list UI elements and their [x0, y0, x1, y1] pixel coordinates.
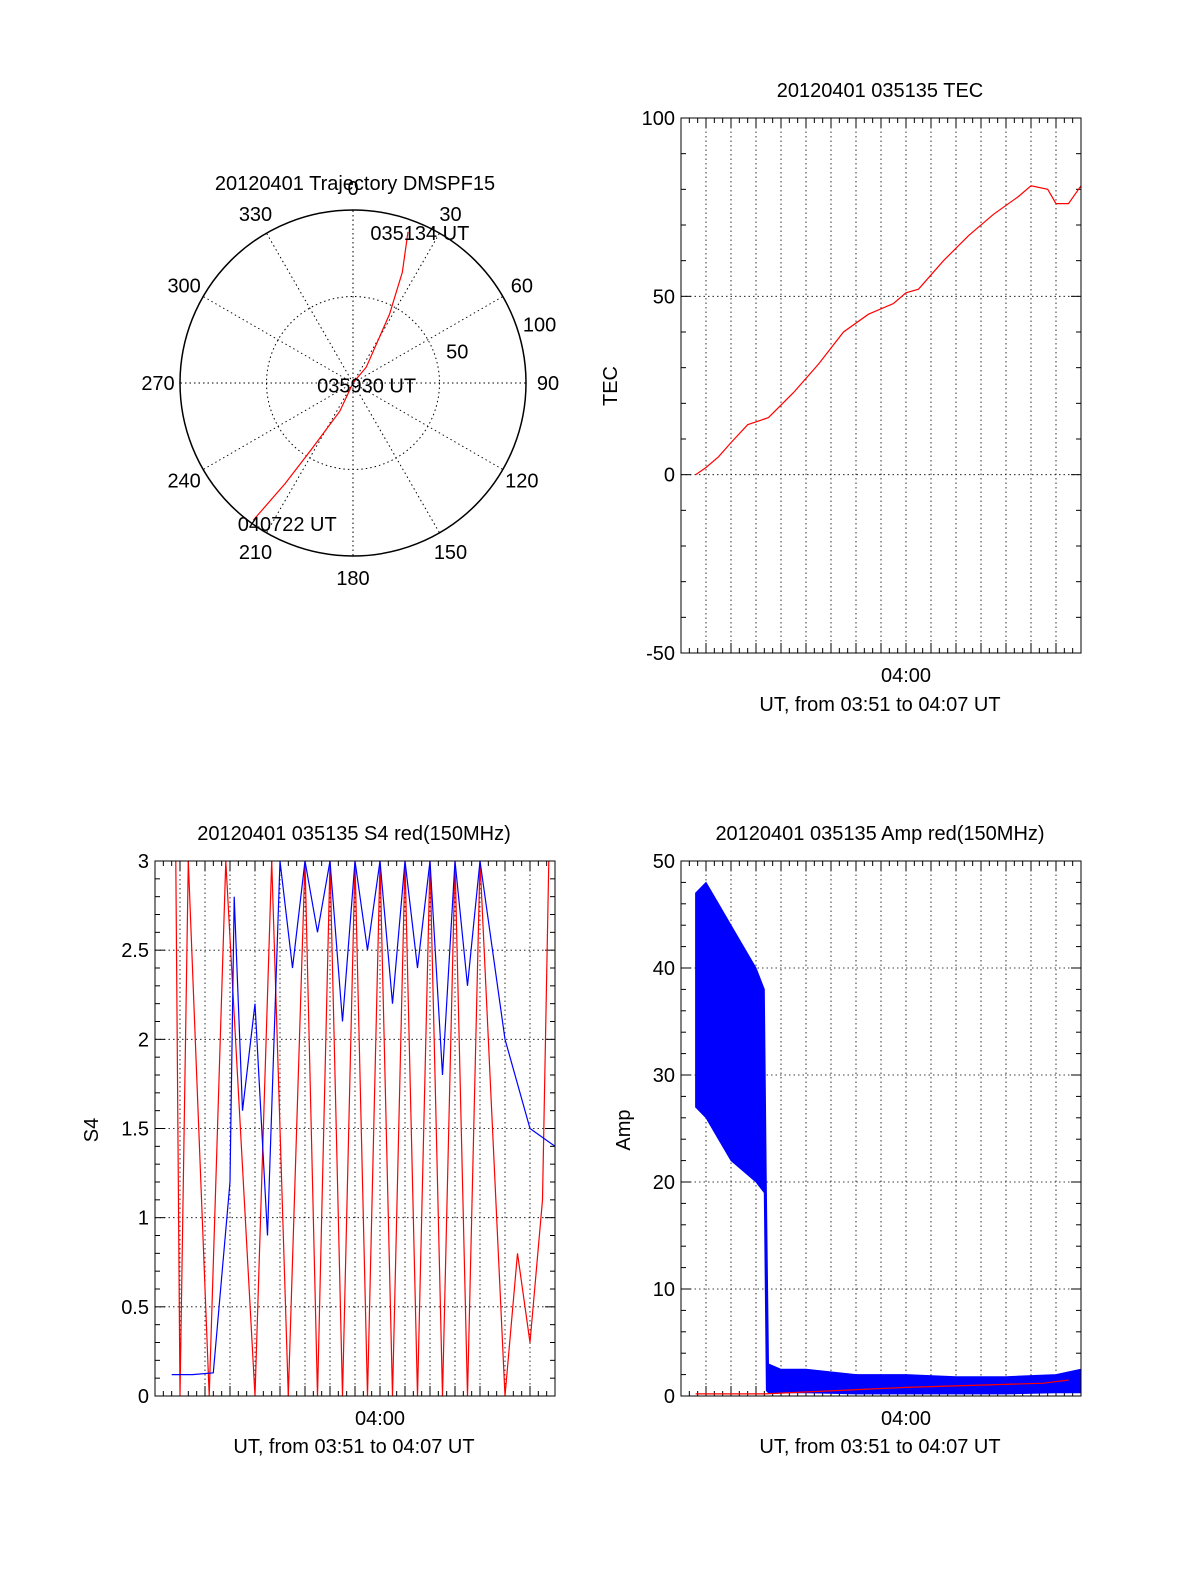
x-tick-label: 04:00	[355, 1408, 405, 1430]
y-tick-label: 20	[653, 1172, 675, 1194]
tec-ylabel: TEC	[600, 366, 622, 406]
s4-xlabel: UT, from 03:51 to 04:07 UT	[233, 1436, 474, 1458]
polar-angle-label: 150	[434, 542, 467, 564]
polar-trajectory-line	[252, 231, 409, 521]
y-tick-label: 0.5	[121, 1297, 149, 1319]
polar-time-annotation: 035134 UT	[370, 223, 469, 245]
polar-grid-spoke	[352, 296, 504, 384]
y-tick-label: 40	[653, 958, 675, 980]
polar-grid-spoke	[202, 382, 354, 470]
amp-ylabel: Amp	[613, 1109, 635, 1150]
series-envelope	[695, 881, 1082, 1395]
polar-grid-spoke	[202, 296, 354, 384]
y-tick-label: 3	[138, 851, 149, 873]
polar-angle-label: 0	[347, 178, 358, 200]
amp-xlabel: UT, from 03:51 to 04:07 UT	[759, 1436, 1000, 1458]
tec-xlabel: UT, from 03:51 to 04:07 UT	[759, 694, 1000, 716]
polar-time-annotation: 035930 UT	[317, 375, 416, 397]
x-tick-label: 04:00	[881, 1408, 931, 1430]
polar-annotations: 035134 UT 035930 UT 040722 UT	[238, 223, 470, 536]
polar-angle-label: 270	[141, 373, 174, 395]
polar-grid-spoke	[266, 232, 354, 384]
s4-ylabel: S4	[81, 1118, 103, 1142]
y-tick-label: 2	[138, 1029, 149, 1051]
series-line	[695, 1379, 1069, 1395]
tec-chart: 20120401 035135 TEC TEC UT, from 03:51 t…	[600, 80, 1082, 716]
s4-frame	[154, 860, 556, 1397]
y-tick-label: 1	[138, 1208, 149, 1230]
polar-angle-label: 210	[239, 542, 272, 564]
tec-ticks: -50 0 50 100 04:00	[642, 108, 1081, 687]
s4-chart: 20120401 035135 S4 red(150MHz) S4 UT, fr…	[81, 823, 556, 1458]
polar-radial-labels: 50 100	[446, 315, 556, 364]
polar-angle-label: 240	[167, 471, 200, 493]
polar-grid-spoke	[266, 382, 354, 534]
y-tick-label: 0	[664, 1386, 675, 1408]
polar-time-annotation: 040722 UT	[238, 514, 337, 536]
polar-angle-labels: 0 30 60 90 120 150 180 210 240 270 300 330	[141, 178, 559, 590]
tec-title: 20120401 035135 TEC	[777, 80, 983, 102]
amp-chart: 20120401 035135 Amp red(150MHz) Amp UT, …	[613, 823, 1082, 1458]
amp-frame	[680, 860, 1082, 1397]
polar-angle-label: 60	[511, 276, 533, 298]
y-tick-label: 30	[653, 1065, 675, 1087]
y-tick-label: 50	[653, 286, 675, 308]
series-line	[695, 185, 1082, 476]
y-tick-label: 0	[664, 465, 675, 487]
tec-frame	[680, 117, 1082, 654]
amp-title: 20120401 035135 Amp red(150MHz)	[715, 823, 1044, 845]
tec-grid	[681, 118, 1081, 653]
polar-angle-label: 300	[167, 276, 200, 298]
y-tick-label: 10	[653, 1279, 675, 1301]
polar-grid-spoke	[352, 382, 440, 534]
y-tick-label: -50	[646, 643, 675, 665]
y-tick-label: 1.5	[121, 1119, 149, 1141]
polar-angle-label: 330	[239, 204, 272, 226]
polar-angle-label: 30	[439, 204, 461, 226]
polar-radial-label: 100	[523, 315, 556, 337]
amp-plot	[695, 881, 1082, 1395]
polar-title: 20120401 Trajectory DMSPF15	[215, 173, 495, 195]
polar-angle-label: 180	[336, 568, 369, 590]
y-tick-label: 0	[138, 1386, 149, 1408]
s4-plot	[171, 860, 556, 1397]
polar-grid	[179, 209, 527, 557]
polar-series	[252, 231, 409, 521]
polar-outer-circle	[179, 209, 527, 557]
y-tick-label: 50	[653, 851, 675, 873]
y-tick-label: 2.5	[121, 940, 149, 962]
polar-grid-spoke	[352, 382, 504, 470]
s4-title: 20120401 035135 S4 red(150MHz)	[197, 823, 511, 845]
s4-ticks: 0 0.5 1 1.5 2 2.5 3 04:00	[121, 851, 555, 1430]
polar-angle-label: 120	[505, 471, 538, 493]
series-line	[175, 860, 550, 1397]
polar-trajectory-chart: 20120401 Trajectory DMSPF15 0 30 60 90 120 15…	[141, 173, 559, 590]
tec-plot	[695, 185, 1082, 476]
x-tick-label: 04:00	[881, 665, 931, 687]
y-tick-label: 100	[642, 108, 675, 130]
series-line	[171, 860, 556, 1376]
s4-grid	[155, 861, 555, 1396]
polar-radial-label: 50	[446, 341, 468, 363]
polar-grid-spoke	[352, 232, 440, 384]
amp-grid	[681, 861, 1081, 1396]
polar-angle-label: 90	[537, 373, 559, 395]
